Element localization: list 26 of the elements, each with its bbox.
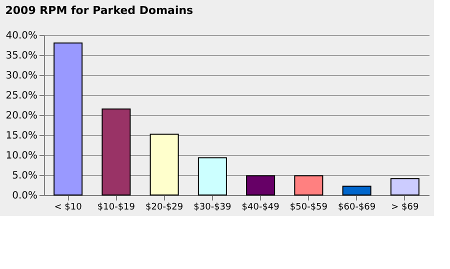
x-tick-label: $40-$49 (242, 202, 280, 212)
bar (102, 108, 131, 196)
bar (54, 42, 83, 196)
x-tick-label: $60-$69 (338, 202, 376, 212)
y-tick-label: 40.0% (6, 30, 38, 42)
y-tick-label: 0.0% (12, 190, 38, 202)
x-tick-label: > $69 (391, 202, 419, 212)
y-tick-label: 20.0% (6, 110, 38, 122)
bar (294, 175, 324, 196)
bar (198, 157, 227, 196)
x-tick-label: $50-$59 (290, 202, 328, 212)
y-tick-label: 15.0% (6, 130, 38, 142)
y-tick-label: 25.0% (6, 90, 38, 102)
chart-title: 2009 RPM for Parked Domains (5, 4, 194, 17)
x-tick-label: $20-$29 (146, 202, 184, 212)
y-tick-label: 5.0% (12, 170, 38, 182)
bar (390, 178, 420, 196)
x-tick-label: $30-$39 (194, 202, 232, 212)
y-tick-label: 30.0% (6, 70, 38, 82)
bar (342, 186, 372, 196)
y-tick-label: 35.0% (6, 50, 38, 62)
x-tick-label: $10-$19 (97, 202, 136, 212)
y-tick-label: 10.0% (6, 150, 38, 162)
bar (246, 175, 276, 196)
x-tick-label: < $10 (54, 202, 82, 212)
bar (150, 134, 179, 196)
